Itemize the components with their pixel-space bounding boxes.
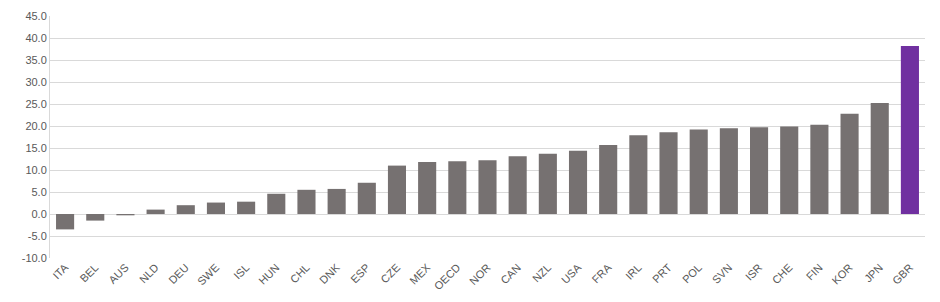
svg-text:10.0: 10.0 (25, 164, 46, 176)
svg-text:-10.0: -10.0 (22, 252, 47, 264)
svg-text:USA: USA (559, 261, 584, 286)
svg-text:HUN: HUN (256, 261, 281, 286)
svg-text:DEU: DEU (166, 261, 191, 286)
svg-text:5.0: 5.0 (32, 186, 47, 198)
svg-text:NLD: NLD (137, 261, 161, 285)
svg-text:AUS: AUS (106, 261, 130, 285)
svg-text:CZE: CZE (378, 261, 402, 285)
svg-text:PRT: PRT (650, 261, 674, 285)
svg-text:ISR: ISR (743, 261, 764, 282)
svg-text:DNK: DNK (317, 261, 342, 286)
svg-text:NOR: NOR (467, 261, 493, 287)
svg-text:MEX: MEX (407, 261, 433, 287)
svg-text:ITA: ITA (50, 261, 70, 281)
svg-text:KOR: KOR (830, 261, 855, 286)
svg-text:20.0: 20.0 (25, 120, 46, 132)
svg-text:JPN: JPN (862, 261, 885, 284)
svg-text:ISL: ISL (231, 261, 251, 281)
svg-text:15.0: 15.0 (25, 142, 46, 154)
svg-text:FRA: FRA (589, 261, 614, 286)
svg-text:25.0: 25.0 (25, 98, 46, 110)
svg-text:ESP: ESP (348, 261, 372, 285)
svg-text:CHL: CHL (288, 261, 312, 285)
svg-text:40.0: 40.0 (25, 32, 46, 44)
svg-text:SVN: SVN (710, 261, 735, 286)
svg-text:45.0: 45.0 (25, 10, 46, 22)
svg-text:BEL: BEL (77, 261, 100, 284)
svg-text:CHE: CHE (770, 261, 795, 286)
svg-text:CAN: CAN (498, 261, 523, 286)
svg-text:SWE: SWE (195, 261, 221, 287)
svg-text:OECD: OECD (432, 261, 463, 292)
svg-text:35.0: 35.0 (25, 54, 46, 66)
svg-text:FIN: FIN (804, 261, 825, 282)
svg-text:-5.0: -5.0 (28, 230, 47, 242)
svg-text:30.0: 30.0 (25, 76, 46, 88)
svg-text:NZL: NZL (530, 261, 553, 284)
svg-text:0.0: 0.0 (32, 208, 47, 220)
svg-text:GBR: GBR (890, 261, 915, 286)
svg-text:POL: POL (680, 261, 704, 285)
svg-text:IRL: IRL (623, 261, 644, 282)
